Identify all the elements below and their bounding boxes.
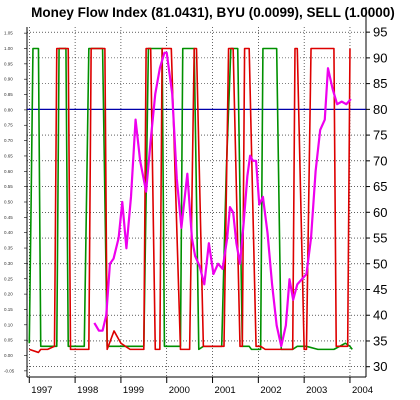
series-line-2 — [93, 51, 352, 348]
y-right-tick-label: 65 — [373, 179, 387, 194]
x-tick-label: 2004 — [352, 385, 373, 396]
y-left-tick-label: 0.45 — [4, 215, 13, 220]
y-left-tick-label: 0.50 — [4, 200, 13, 205]
y-right-tick-label: 40 — [373, 308, 387, 323]
x-tick-label: 2003 — [306, 385, 327, 396]
y-left-tick-label: 0.15 — [4, 307, 13, 312]
y-left-tick-label: 0.70 — [4, 138, 13, 143]
tick-label-layer: 1997 1998 1999 2000 2001 2002 2003 2004 95 90 85 80… — [4, 25, 387, 396]
y-left-tick-label: 0.60 — [4, 169, 13, 174]
x-tick-label: 1997 — [31, 385, 52, 396]
x-tick-label: 2000 — [169, 385, 190, 396]
y-left-tick-label: 0.30 — [4, 261, 13, 266]
y-right-tick-label: 90 — [373, 50, 387, 65]
axis-layer — [24, 7, 370, 383]
y-left-tick-label: 0.00 — [4, 353, 13, 358]
y-left-tick-label: 0.85 — [4, 92, 13, 97]
chart-title: Money Flow Index (81.0431), BYU (0.0099)… — [31, 5, 395, 20]
y-left-tick-label: 0.90 — [4, 77, 13, 82]
series-layer — [28, 47, 353, 354]
y-right-tick-label: 35 — [373, 333, 387, 348]
y-left-tick-label: 0.55 — [4, 184, 13, 189]
y-left-tick-label: 0.95 — [4, 61, 13, 66]
y-left-tick-label: 0.10 — [4, 322, 13, 327]
y-right-tick-label: 70 — [373, 153, 387, 168]
y-right-tick-label: 50 — [373, 256, 387, 271]
x-tick-label: 1999 — [123, 385, 144, 396]
y-left-tick-label: 0.20 — [4, 292, 13, 297]
y-left-tick-label: 1.00 — [4, 46, 13, 51]
x-tick-label: 2001 — [215, 385, 236, 396]
y-right-tick-label: 80 — [373, 102, 387, 117]
y-right-tick-label: 60 — [373, 205, 387, 220]
y-left-tick-label: 0.40 — [4, 230, 13, 235]
x-tick-label: 2002 — [260, 385, 281, 396]
y-left-tick-label: -0.05 — [4, 368, 15, 373]
y-left-tick-label: 0.80 — [4, 107, 13, 112]
y-right-tick-label: 45 — [373, 282, 387, 297]
y-left-tick-label: 0.35 — [4, 246, 13, 251]
y-right-tick-label: 30 — [373, 359, 387, 374]
y-right-tick-label: 55 — [373, 231, 387, 246]
y-right-tick-label: 95 — [373, 25, 387, 40]
y-right-tick-label: 85 — [373, 76, 387, 91]
series-line-0 — [28, 47, 353, 351]
y-left-tick-label: 0.25 — [4, 276, 13, 281]
y-left-tick-label: 0.65 — [4, 153, 13, 158]
x-tick-label: 1998 — [77, 385, 98, 396]
y-left-tick-label: 0.75 — [4, 123, 13, 128]
y-left-tick-label: 1.05 — [4, 31, 13, 36]
series-line-1 — [29, 47, 351, 354]
y-right-tick-label: 75 — [373, 128, 387, 143]
y-left-tick-label: 0.05 — [4, 338, 13, 343]
